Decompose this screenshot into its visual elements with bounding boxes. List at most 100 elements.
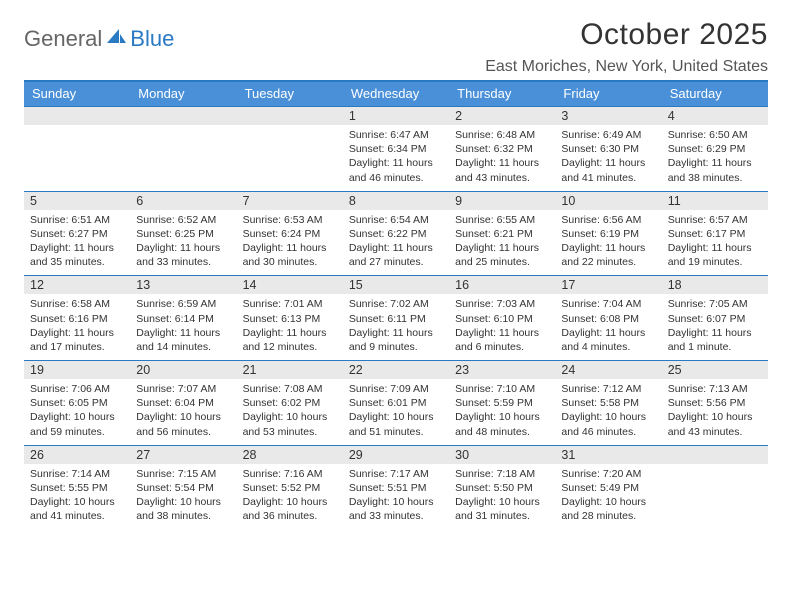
week-daynum-row: 12131415161718 bbox=[24, 275, 768, 294]
dow-wednesday: Wednesday bbox=[343, 82, 449, 106]
day-number: 18 bbox=[662, 275, 768, 294]
sunrise-text: Sunrise: 7:14 AM bbox=[30, 467, 124, 481]
day-content: Sunrise: 7:02 AMSunset: 6:11 PMDaylight:… bbox=[343, 294, 449, 360]
dow-saturday: Saturday bbox=[662, 82, 768, 106]
day-number: 27 bbox=[130, 445, 236, 464]
daylight-text: Daylight: 10 hours and 48 minutes. bbox=[455, 410, 549, 438]
day-content bbox=[237, 125, 343, 191]
dow-thursday: Thursday bbox=[449, 82, 555, 106]
daylight-text: Daylight: 11 hours and 1 minute. bbox=[668, 326, 762, 354]
sunrise-text: Sunrise: 6:52 AM bbox=[136, 213, 230, 227]
day-content: Sunrise: 7:08 AMSunset: 6:02 PMDaylight:… bbox=[237, 379, 343, 445]
day-content bbox=[130, 125, 236, 191]
day-number: 15 bbox=[343, 275, 449, 294]
sunrise-text: Sunrise: 6:47 AM bbox=[349, 128, 443, 142]
day-content: Sunrise: 7:10 AMSunset: 5:59 PMDaylight:… bbox=[449, 379, 555, 445]
sunset-text: Sunset: 6:34 PM bbox=[349, 142, 443, 156]
sunset-text: Sunset: 6:01 PM bbox=[349, 396, 443, 410]
day-content: Sunrise: 7:12 AMSunset: 5:58 PMDaylight:… bbox=[555, 379, 661, 445]
sunrise-text: Sunrise: 7:09 AM bbox=[349, 382, 443, 396]
day-number: 19 bbox=[24, 360, 130, 379]
day-number: 28 bbox=[237, 445, 343, 464]
day-number: 4 bbox=[662, 106, 768, 125]
dow-tuesday: Tuesday bbox=[237, 82, 343, 106]
day-content: Sunrise: 6:54 AMSunset: 6:22 PMDaylight:… bbox=[343, 210, 449, 276]
dow-sunday: Sunday bbox=[24, 82, 130, 106]
day-number: 25 bbox=[662, 360, 768, 379]
sunrise-text: Sunrise: 7:16 AM bbox=[243, 467, 337, 481]
sunrise-text: Sunrise: 7:07 AM bbox=[136, 382, 230, 396]
sunset-text: Sunset: 6:22 PM bbox=[349, 227, 443, 241]
daylight-text: Daylight: 10 hours and 33 minutes. bbox=[349, 495, 443, 523]
daylight-text: Daylight: 10 hours and 53 minutes. bbox=[243, 410, 337, 438]
day-content: Sunrise: 6:55 AMSunset: 6:21 PMDaylight:… bbox=[449, 210, 555, 276]
sunrise-text: Sunrise: 6:58 AM bbox=[30, 297, 124, 311]
day-content: Sunrise: 7:13 AMSunset: 5:56 PMDaylight:… bbox=[662, 379, 768, 445]
sunset-text: Sunset: 5:59 PM bbox=[455, 396, 549, 410]
logo-sail-icon bbox=[106, 28, 128, 51]
day-number: 31 bbox=[555, 445, 661, 464]
sunrise-text: Sunrise: 7:03 AM bbox=[455, 297, 549, 311]
location-subtitle: East Moriches, New York, United States bbox=[485, 58, 768, 76]
sunrise-text: Sunrise: 7:15 AM bbox=[136, 467, 230, 481]
daylight-text: Daylight: 11 hours and 19 minutes. bbox=[668, 241, 762, 269]
day-number: 2 bbox=[449, 106, 555, 125]
sunset-text: Sunset: 6:04 PM bbox=[136, 396, 230, 410]
title-block: October 2025 East Moriches, New York, Un… bbox=[485, 18, 768, 76]
daylight-text: Daylight: 11 hours and 33 minutes. bbox=[136, 241, 230, 269]
daylight-text: Daylight: 10 hours and 56 minutes. bbox=[136, 410, 230, 438]
sunset-text: Sunset: 6:21 PM bbox=[455, 227, 549, 241]
day-content: Sunrise: 6:49 AMSunset: 6:30 PMDaylight:… bbox=[555, 125, 661, 191]
logo-text-blue: Blue bbox=[130, 26, 174, 52]
day-content: Sunrise: 7:06 AMSunset: 6:05 PMDaylight:… bbox=[24, 379, 130, 445]
day-content bbox=[662, 464, 768, 530]
day-content: Sunrise: 7:18 AMSunset: 5:50 PMDaylight:… bbox=[449, 464, 555, 530]
day-number: 3 bbox=[555, 106, 661, 125]
day-number: 16 bbox=[449, 275, 555, 294]
page-header: General Blue October 2025 East Moriches,… bbox=[24, 18, 768, 76]
day-number: 10 bbox=[555, 191, 661, 210]
week-content-row: Sunrise: 6:58 AMSunset: 6:16 PM Daylight:… bbox=[24, 294, 768, 360]
sunset-text: Sunset: 6:32 PM bbox=[455, 142, 549, 156]
sunset-text: Sunset: 6:08 PM bbox=[561, 312, 655, 326]
day-number: 12 bbox=[24, 275, 130, 294]
sunrise-text: Sunrise: 6:48 AM bbox=[455, 128, 549, 142]
sunset-text: Sunset: 5:55 PM bbox=[30, 481, 124, 495]
sunset-text: Sunset: 6:14 PM bbox=[136, 312, 230, 326]
sunset-text: Sunset: 5:56 PM bbox=[668, 396, 762, 410]
day-content: Sunrise: 6:50 AMSunset: 6:29 PMDaylight:… bbox=[662, 125, 768, 191]
week-daynum-row: 567891011 bbox=[24, 191, 768, 210]
sunrise-text: Sunrise: 6:50 AM bbox=[668, 128, 762, 142]
daylight-text: Daylight: 11 hours and 14 minutes. bbox=[136, 326, 230, 354]
sunrise-text: Sunrise: 7:13 AM bbox=[668, 382, 762, 396]
daylight-text: Daylight: 10 hours and 28 minutes. bbox=[561, 495, 655, 523]
dow-friday: Friday bbox=[555, 82, 661, 106]
daylight-text: Daylight: 10 hours and 38 minutes. bbox=[136, 495, 230, 523]
daylight-text: Daylight: 10 hours and 31 minutes. bbox=[455, 495, 549, 523]
day-number: 22 bbox=[343, 360, 449, 379]
daylight-text: Daylight: 10 hours and 51 minutes. bbox=[349, 410, 443, 438]
logo: General Blue bbox=[24, 18, 174, 52]
daylight-text: Daylight: 10 hours and 43 minutes. bbox=[668, 410, 762, 438]
daylight-text: Daylight: 11 hours and 22 minutes. bbox=[561, 241, 655, 269]
sunrise-text: Sunrise: 7:18 AM bbox=[455, 467, 549, 481]
sunrise-text: Sunrise: 7:01 AM bbox=[243, 297, 337, 311]
week-content-row: Sunrise: 7:06 AMSunset: 6:05 PMDaylight:… bbox=[24, 379, 768, 445]
sunrise-text: Sunrise: 7:06 AM bbox=[30, 382, 124, 396]
day-number bbox=[130, 106, 236, 125]
sunrise-text: Sunrise: 6:54 AM bbox=[349, 213, 443, 227]
daylight-text: Daylight: 10 hours and 46 minutes. bbox=[561, 410, 655, 438]
day-content: Sunrise: 6:48 AMSunset: 6:32 PMDaylight:… bbox=[449, 125, 555, 191]
daylight-text: Daylight: 11 hours and 4 minutes. bbox=[561, 326, 655, 354]
day-content: Sunrise: 7:01 AMSunset: 6:13 PMDaylight:… bbox=[237, 294, 343, 360]
day-number: 9 bbox=[449, 191, 555, 210]
sunset-text: Sunset: 5:49 PM bbox=[561, 481, 655, 495]
sunset-text: Sunset: 6:29 PM bbox=[668, 142, 762, 156]
sunrise-text: Sunrise: 6:57 AM bbox=[668, 213, 762, 227]
sunset-text: Sunset: 6:16 PM bbox=[30, 312, 124, 326]
day-content: Sunrise: 6:47 AMSunset: 6:34 PMDaylight:… bbox=[343, 125, 449, 191]
sunset-text: Sunset: 6:02 PM bbox=[243, 396, 337, 410]
day-number: 30 bbox=[449, 445, 555, 464]
sunrise-text: Sunrise: 7:05 AM bbox=[668, 297, 762, 311]
day-number: 24 bbox=[555, 360, 661, 379]
